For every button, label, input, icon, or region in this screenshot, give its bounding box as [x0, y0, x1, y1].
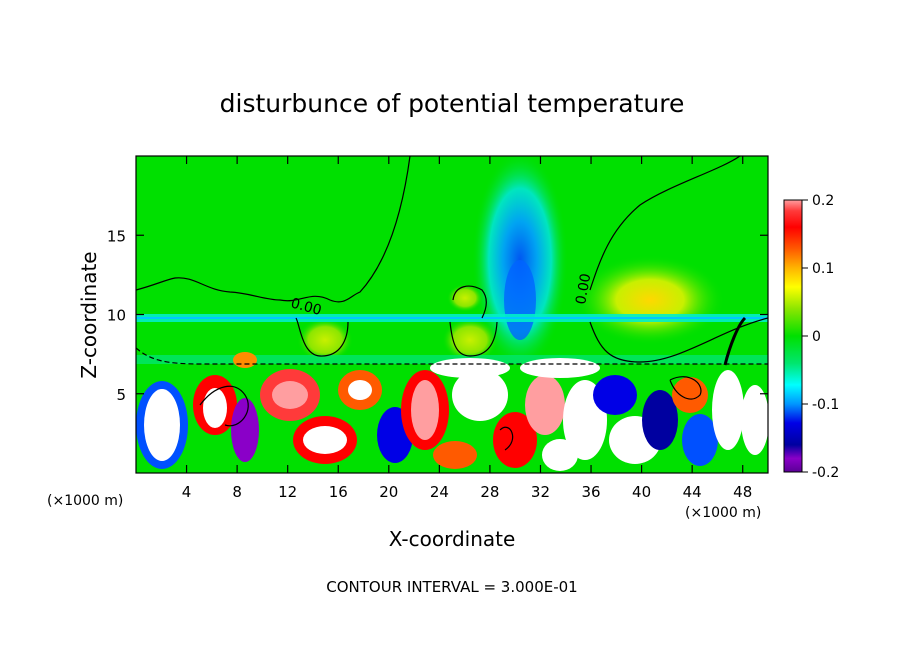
x-axis-label: X-coordinate — [389, 527, 516, 551]
colorbar: 0.2 0.1 0 -0.1 -0.2 — [783, 193, 839, 481]
cold-plume-core — [504, 260, 536, 340]
x-tick-label: 12 — [278, 483, 297, 501]
contour-lines — [136, 156, 768, 451]
x-axis-unit-left: (×1000 m) — [47, 493, 123, 509]
plot-area — [136, 156, 768, 473]
x-axis-unit-right: (×1000 m) — [685, 505, 761, 521]
y-axis-ticks: 5 10 15 — [107, 227, 768, 404]
colorbar-tick-label: -0.2 — [812, 465, 839, 481]
x-tick-label: 48 — [733, 483, 752, 501]
x-tick-label: 4 — [182, 483, 192, 501]
contour-label-left: 0.00 — [289, 295, 323, 319]
inversion-band-core — [136, 317, 768, 319]
warm-patch-left — [297, 318, 353, 362]
x-tick-label: 40 — [632, 483, 651, 501]
colorbar-tick-label: 0.2 — [812, 193, 834, 209]
x-tick-label: 32 — [531, 483, 550, 501]
x-tick-label: 8 — [232, 483, 242, 501]
x-axis-ticks: 4 8 12 16 20 24 28 32 36 40 44 48 — [182, 156, 752, 501]
y-axis-label: Z-coordinate — [77, 251, 101, 378]
x-tick-label: 20 — [379, 483, 398, 501]
x-tick-label: 36 — [581, 483, 600, 501]
contour-label-right: 0.00 — [573, 272, 594, 305]
x-tick-label: 24 — [430, 483, 449, 501]
warm-patch-mid — [442, 318, 498, 362]
warm-patch-right — [575, 255, 725, 345]
y-tick-label: 5 — [116, 386, 126, 404]
colorbar-scale — [783, 199, 803, 473]
y-tick-label: 10 — [107, 307, 126, 325]
x-tick-label: 28 — [480, 483, 499, 501]
y-tick-label: 15 — [107, 227, 126, 245]
turbulent-eddies — [136, 352, 768, 471]
x-tick-label: 44 — [683, 483, 702, 501]
chart-title: disturbunce of potential temperature — [220, 89, 685, 118]
colorbar-ticks: 0.2 0.1 0 -0.1 -0.2 — [802, 193, 839, 481]
x-tick-label: 16 — [329, 483, 348, 501]
contour-interval-note: CONTOUR INTERVAL = 3.000E-01 — [326, 578, 577, 596]
colorbar-tick-label: 0.1 — [812, 261, 834, 277]
colorbar-tick-label: 0 — [812, 329, 821, 345]
colorbar-tick-label: -0.1 — [812, 397, 839, 413]
